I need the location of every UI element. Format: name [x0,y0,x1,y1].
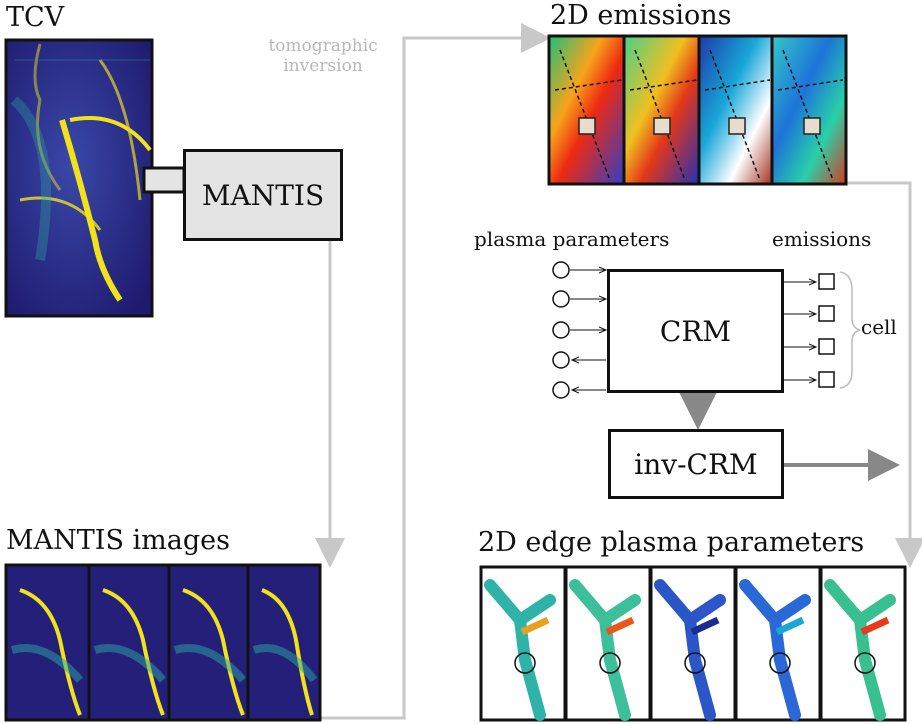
edge-params-strip [479,565,907,722]
mantis-box: MANTIS [183,149,343,241]
inversion-label: inversion [283,56,363,76]
inv-crm-box-label: inv-CRM [634,447,758,481]
mantis-image [4,563,92,722]
plasma-input-node [552,321,570,339]
edge-param-frame [734,565,822,722]
edge-params-title: 2D edge plasma parameters [478,527,865,558]
emissions-to-params-arrow [846,181,922,568]
emission-frame [547,34,627,186]
emission-frame [770,34,848,186]
emission-cell-node [818,371,835,388]
tcv-camera-image [4,38,154,318]
emission-cell-nodes [784,273,835,388]
emission-cell-node [818,338,835,355]
mantis-image [246,563,322,722]
inv-crm-box: inv-CRM [608,429,784,499]
tomographic-label: tomographic [268,36,378,56]
emission-frame [697,34,775,186]
plasma-input-node [552,290,570,308]
cell-brace [839,271,861,389]
plasma-output-node [552,351,570,369]
edge-param-frame [819,565,907,722]
plasma-parameter-nodes [552,261,606,399]
mantis-images-title: MANTIS images [6,525,230,556]
crm-box-label: CRM [659,314,732,348]
edge-param-frame [564,565,652,722]
plasma-input-node [552,261,570,279]
plasma-output-node [552,381,570,399]
edge-param-frame [649,565,737,722]
cell-label: cell [861,315,897,339]
tomographic-inversion-arrow [320,23,551,720]
mantis-image [167,563,253,722]
crm-box: CRM [607,269,784,393]
emission-cell-node [818,305,835,322]
edge-param-frame [479,565,567,722]
emissions-title: 2D emissions [550,0,732,31]
plasma-parameters-label: plasma parameters [474,227,670,251]
mantis-image [87,563,175,722]
tcv-title: TCV [6,2,65,33]
tomographic-inversion-label: tomographic inversion [250,36,396,76]
camera-connector [142,166,186,194]
emissions-strip [547,34,848,186]
mantis-images-strip [4,563,322,722]
mantis-box-label: MANTIS [201,178,325,212]
emission-cell-node [818,273,835,290]
emissions-label: emissions [772,227,872,251]
emission-frame [622,34,702,186]
